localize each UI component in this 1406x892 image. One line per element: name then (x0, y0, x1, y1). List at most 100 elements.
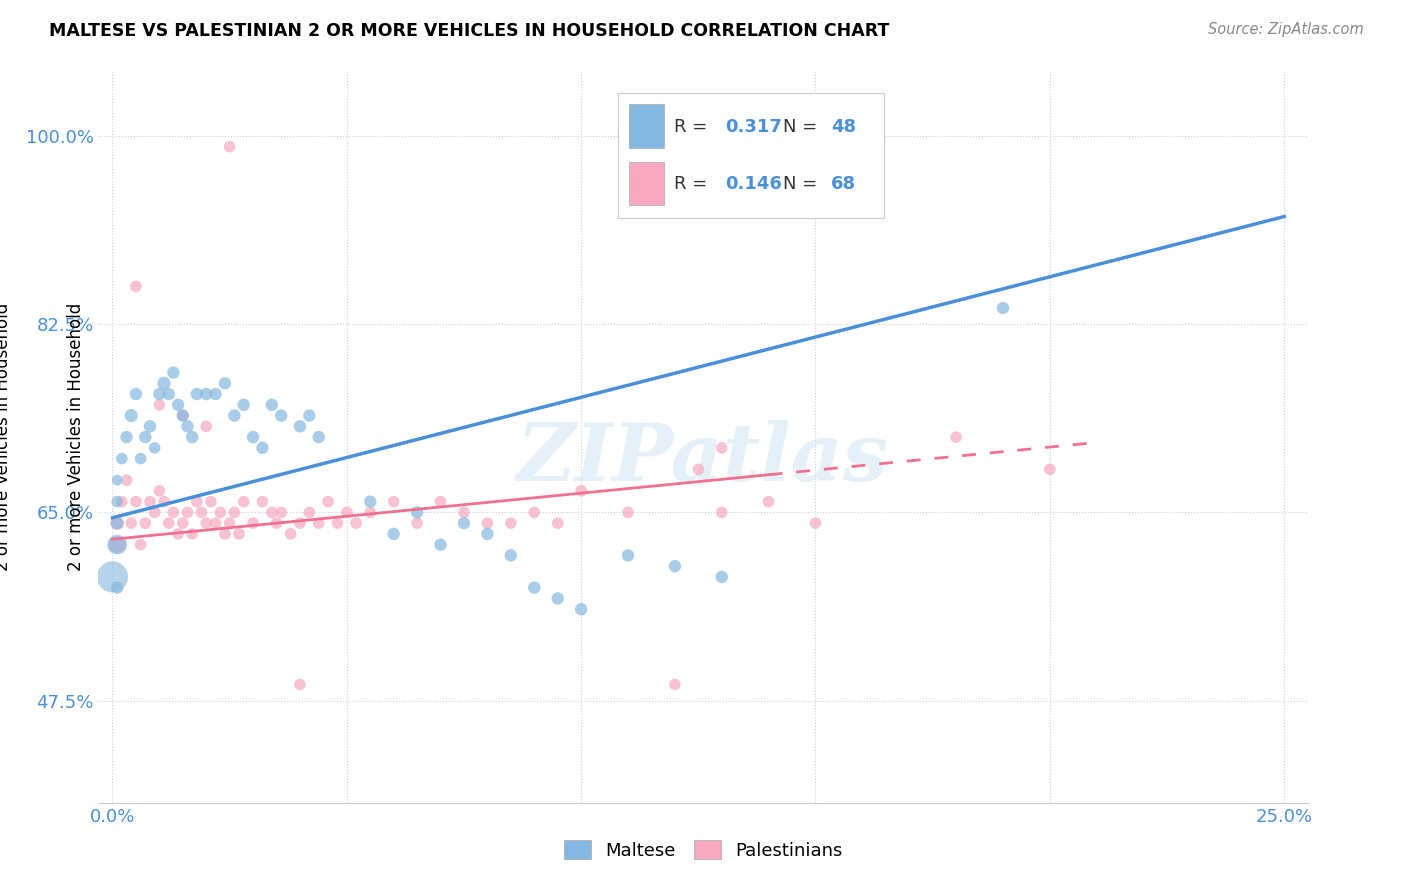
Point (758, 494, 780, 508)
Point (105, 516, 128, 530)
Point (181, 430, 204, 444)
Point (406, 516, 429, 530)
Point (242, 430, 264, 444)
Point (120, 516, 142, 530)
Legend: Maltese, Palestinians: Maltese, Palestinians (557, 833, 849, 867)
Point (224, 409, 246, 423)
Point (298, 505, 321, 519)
Point (143, 505, 166, 519)
Point (143, 441, 166, 455)
Point (105, 581, 128, 595)
Y-axis label: 2 or more Vehicles in Household: 2 or more Vehicles in Household (0, 303, 11, 571)
Point (105, 494, 128, 508)
Point (214, 376, 236, 391)
Point (148, 398, 170, 412)
Point (134, 430, 156, 444)
Point (172, 409, 194, 423)
Point (569, 483, 592, 498)
Point (664, 677, 686, 691)
Point (547, 591, 569, 606)
Point (945, 430, 967, 444)
Point (316, 494, 339, 508)
Point (209, 505, 232, 519)
Point (523, 505, 546, 519)
Point (181, 527, 204, 541)
Point (270, 409, 292, 423)
Point (270, 505, 292, 519)
Point (260, 398, 283, 412)
Point (195, 387, 218, 401)
Point (260, 505, 283, 519)
Point (1039, 462, 1062, 476)
Text: ZIPatlas: ZIPatlas (517, 420, 889, 498)
Point (129, 538, 152, 552)
Point (547, 516, 569, 530)
Point (617, 505, 640, 519)
Point (214, 527, 236, 541)
Point (710, 505, 733, 519)
Point (129, 451, 152, 466)
Point (186, 494, 208, 508)
Point (344, 516, 367, 530)
Point (218, 139, 240, 153)
Point (125, 279, 148, 293)
Point (991, 301, 1014, 315)
Point (101, 570, 124, 584)
Point (232, 398, 254, 412)
Point (288, 419, 311, 434)
Point (204, 387, 226, 401)
Point (382, 494, 405, 508)
Point (157, 516, 180, 530)
Point (105, 473, 128, 487)
Point (308, 430, 330, 444)
Point (167, 527, 190, 541)
Point (204, 516, 226, 530)
Point (218, 516, 240, 530)
Point (688, 462, 710, 476)
Point (453, 505, 475, 519)
Point (111, 494, 134, 508)
Point (710, 570, 733, 584)
Point (617, 549, 640, 563)
Point (228, 527, 250, 541)
Point (499, 516, 522, 530)
Point (242, 516, 264, 530)
Point (139, 419, 162, 434)
Point (359, 494, 381, 508)
Point (252, 441, 274, 455)
Point (298, 409, 321, 423)
Point (153, 494, 176, 508)
Point (186, 387, 208, 401)
Point (195, 516, 218, 530)
Text: MALTESE VS PALESTINIAN 2 OR MORE VEHICLES IN HOUSEHOLD CORRELATION CHART: MALTESE VS PALESTINIAN 2 OR MORE VEHICLE… (49, 22, 890, 40)
Point (148, 483, 170, 498)
Point (280, 527, 302, 541)
Point (336, 505, 359, 519)
Point (120, 409, 142, 423)
Point (406, 505, 429, 519)
Point (134, 516, 156, 530)
Point (176, 505, 198, 519)
Point (125, 387, 148, 401)
Point (266, 516, 288, 530)
Point (111, 451, 134, 466)
Point (115, 473, 138, 487)
Point (162, 366, 184, 380)
Point (252, 494, 274, 508)
Point (477, 516, 499, 530)
Point (453, 516, 475, 530)
Point (477, 527, 499, 541)
Point (359, 505, 381, 519)
Point (804, 516, 827, 530)
Point (105, 538, 128, 552)
Point (382, 527, 405, 541)
Point (190, 505, 212, 519)
Point (148, 387, 170, 401)
Point (664, 559, 686, 574)
Point (200, 494, 222, 508)
Point (195, 419, 218, 434)
Point (172, 409, 194, 423)
Point (224, 505, 246, 519)
Point (153, 376, 176, 391)
Point (288, 677, 311, 691)
